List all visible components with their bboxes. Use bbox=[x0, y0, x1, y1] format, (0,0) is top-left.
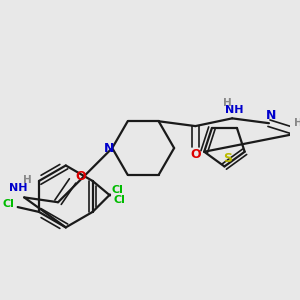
Text: O: O bbox=[190, 148, 201, 160]
Text: Cl: Cl bbox=[112, 185, 124, 195]
Text: H: H bbox=[294, 118, 300, 128]
Text: O: O bbox=[75, 169, 86, 183]
Text: N: N bbox=[266, 109, 276, 122]
Text: S: S bbox=[223, 152, 232, 165]
Text: NH: NH bbox=[225, 105, 243, 115]
Text: N: N bbox=[104, 142, 115, 154]
Text: H: H bbox=[223, 98, 232, 108]
Text: H: H bbox=[23, 175, 32, 185]
Text: Cl: Cl bbox=[114, 195, 126, 205]
Text: Cl: Cl bbox=[2, 199, 14, 209]
Text: NH: NH bbox=[9, 183, 28, 193]
